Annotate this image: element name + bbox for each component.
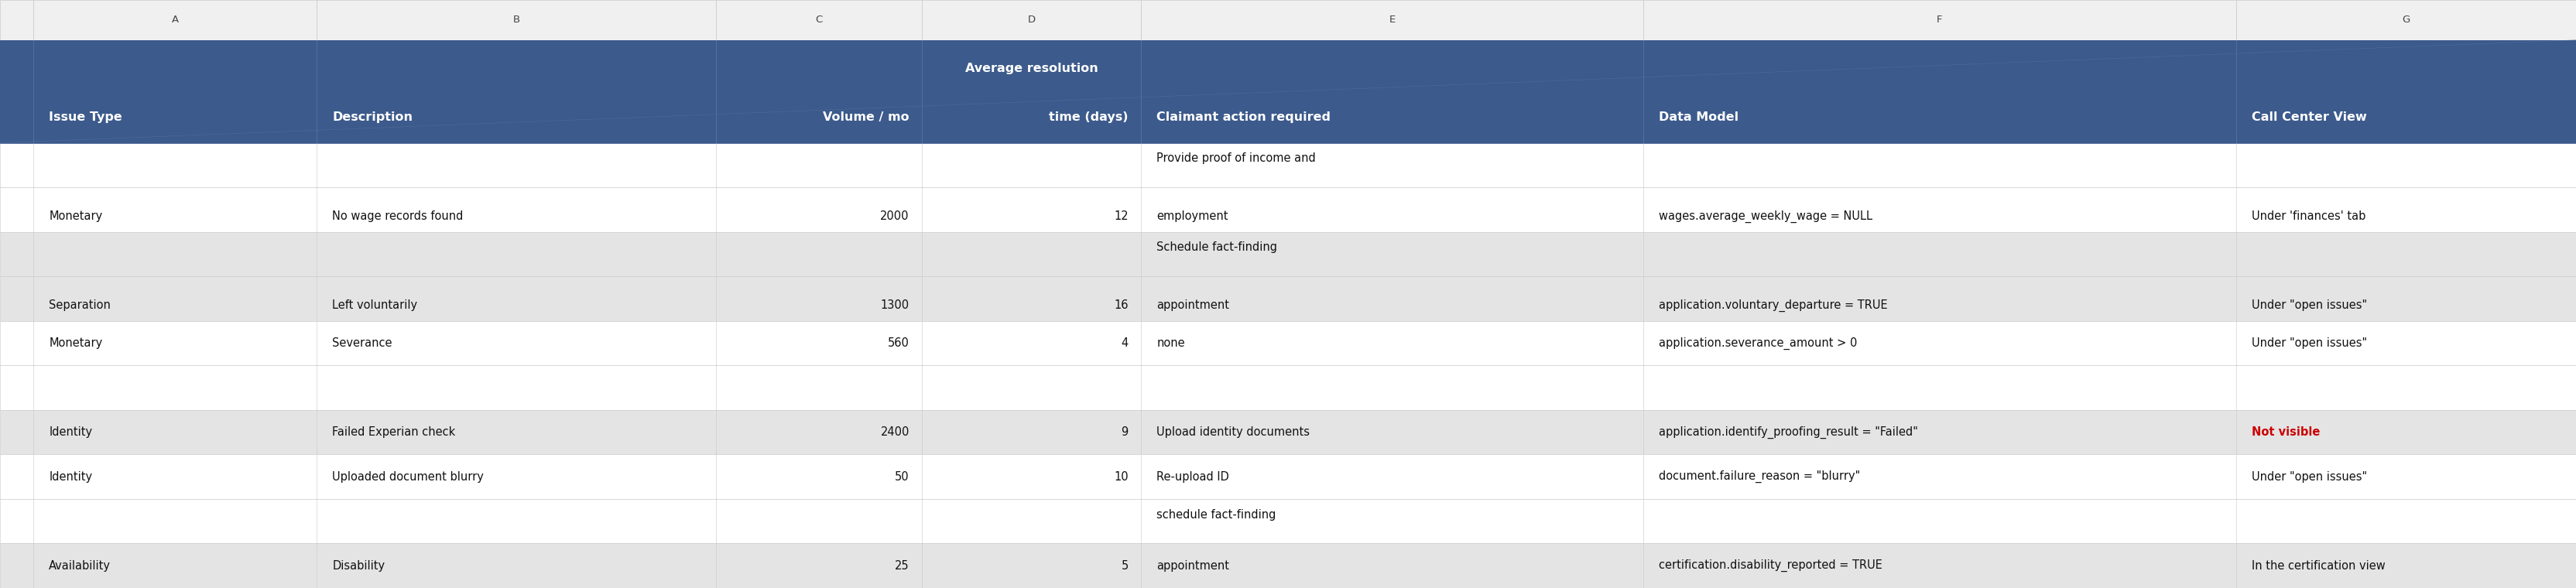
Text: Not visible: Not visible bbox=[2251, 426, 2321, 438]
Text: none: none bbox=[1157, 338, 1185, 349]
Text: Data Model: Data Model bbox=[1659, 111, 1739, 123]
Text: appointment: appointment bbox=[1157, 299, 1229, 311]
Text: Under 'finances' tab: Under 'finances' tab bbox=[2251, 211, 2365, 222]
Text: Separation: Separation bbox=[49, 299, 111, 311]
Text: No wage records found: No wage records found bbox=[332, 211, 464, 222]
Text: 4: 4 bbox=[1121, 338, 1128, 349]
Text: 5: 5 bbox=[1121, 560, 1128, 572]
Text: Under "open issues": Under "open issues" bbox=[2251, 299, 2367, 311]
FancyBboxPatch shape bbox=[0, 232, 2576, 276]
FancyBboxPatch shape bbox=[0, 366, 2576, 410]
Text: 16: 16 bbox=[1113, 299, 1128, 311]
Text: 2000: 2000 bbox=[881, 211, 909, 222]
Text: Failed Experian check: Failed Experian check bbox=[332, 426, 456, 438]
Text: 12: 12 bbox=[1113, 211, 1128, 222]
Text: time (days): time (days) bbox=[1048, 111, 1128, 123]
Text: D: D bbox=[1028, 15, 1036, 25]
FancyBboxPatch shape bbox=[0, 321, 2576, 366]
Text: Description: Description bbox=[332, 111, 412, 123]
Text: C: C bbox=[817, 15, 822, 25]
Text: A: A bbox=[173, 15, 178, 25]
FancyBboxPatch shape bbox=[716, 0, 922, 40]
Text: application.voluntary_departure = TRUE: application.voluntary_departure = TRUE bbox=[1659, 299, 1888, 312]
Text: Issue Type: Issue Type bbox=[49, 111, 121, 123]
Text: 1300: 1300 bbox=[881, 299, 909, 311]
Text: Average resolution: Average resolution bbox=[966, 63, 1097, 75]
Text: E: E bbox=[1388, 15, 1396, 25]
Text: Monetary: Monetary bbox=[49, 338, 103, 349]
FancyBboxPatch shape bbox=[33, 0, 317, 40]
FancyBboxPatch shape bbox=[922, 0, 1141, 40]
FancyBboxPatch shape bbox=[0, 410, 2576, 455]
Text: 560: 560 bbox=[889, 338, 909, 349]
Text: Under "open issues": Under "open issues" bbox=[2251, 471, 2367, 483]
FancyBboxPatch shape bbox=[0, 40, 2576, 143]
Text: Identity: Identity bbox=[49, 471, 93, 483]
Text: 9: 9 bbox=[1121, 426, 1128, 438]
Text: Availability: Availability bbox=[49, 560, 111, 572]
Text: Left voluntarily: Left voluntarily bbox=[332, 299, 417, 311]
Text: Re-upload ID: Re-upload ID bbox=[1157, 471, 1229, 483]
Text: appointment: appointment bbox=[1157, 560, 1229, 572]
Text: Monetary: Monetary bbox=[49, 211, 103, 222]
Text: certification.disability_reported = TRUE: certification.disability_reported = TRUE bbox=[1659, 559, 1883, 572]
Text: 50: 50 bbox=[894, 471, 909, 483]
Text: Claimant action required: Claimant action required bbox=[1157, 111, 1332, 123]
Text: employment: employment bbox=[1157, 211, 1229, 222]
FancyBboxPatch shape bbox=[0, 188, 2576, 232]
Text: G: G bbox=[2401, 15, 2411, 25]
FancyBboxPatch shape bbox=[1141, 0, 1643, 40]
FancyBboxPatch shape bbox=[0, 455, 2576, 499]
Text: Severance: Severance bbox=[332, 338, 392, 349]
FancyBboxPatch shape bbox=[317, 0, 716, 40]
FancyBboxPatch shape bbox=[0, 499, 2576, 543]
Text: Disability: Disability bbox=[332, 560, 384, 572]
Text: In the certification view: In the certification view bbox=[2251, 560, 2385, 572]
Text: wages.average_weekly_wage = NULL: wages.average_weekly_wage = NULL bbox=[1659, 210, 1873, 223]
Text: B: B bbox=[513, 15, 520, 25]
Text: schedule fact-finding: schedule fact-finding bbox=[1157, 509, 1275, 520]
Text: Volume / mo: Volume / mo bbox=[822, 111, 909, 123]
FancyBboxPatch shape bbox=[0, 0, 33, 40]
Text: application.identify_proofing_result = "Failed": application.identify_proofing_result = "… bbox=[1659, 426, 1919, 439]
Text: Identity: Identity bbox=[49, 426, 93, 438]
FancyBboxPatch shape bbox=[1643, 0, 2236, 40]
Text: F: F bbox=[1937, 15, 1942, 25]
Text: Uploaded document blurry: Uploaded document blurry bbox=[332, 471, 484, 483]
Text: Under "open issues": Under "open issues" bbox=[2251, 338, 2367, 349]
Text: document.failure_reason = "blurry": document.failure_reason = "blurry" bbox=[1659, 470, 1860, 483]
Text: 10: 10 bbox=[1113, 471, 1128, 483]
FancyBboxPatch shape bbox=[0, 543, 2576, 588]
FancyBboxPatch shape bbox=[0, 276, 2576, 321]
Text: 25: 25 bbox=[894, 560, 909, 572]
Text: Schedule fact-finding: Schedule fact-finding bbox=[1157, 242, 1278, 253]
Text: Provide proof of income and: Provide proof of income and bbox=[1157, 153, 1316, 164]
Text: application.severance_amount > 0: application.severance_amount > 0 bbox=[1659, 337, 1857, 349]
Text: Upload identity documents: Upload identity documents bbox=[1157, 426, 1309, 438]
FancyBboxPatch shape bbox=[0, 143, 2576, 188]
FancyBboxPatch shape bbox=[2236, 0, 2576, 40]
Text: 2400: 2400 bbox=[881, 426, 909, 438]
Text: Call Center View: Call Center View bbox=[2251, 111, 2367, 123]
